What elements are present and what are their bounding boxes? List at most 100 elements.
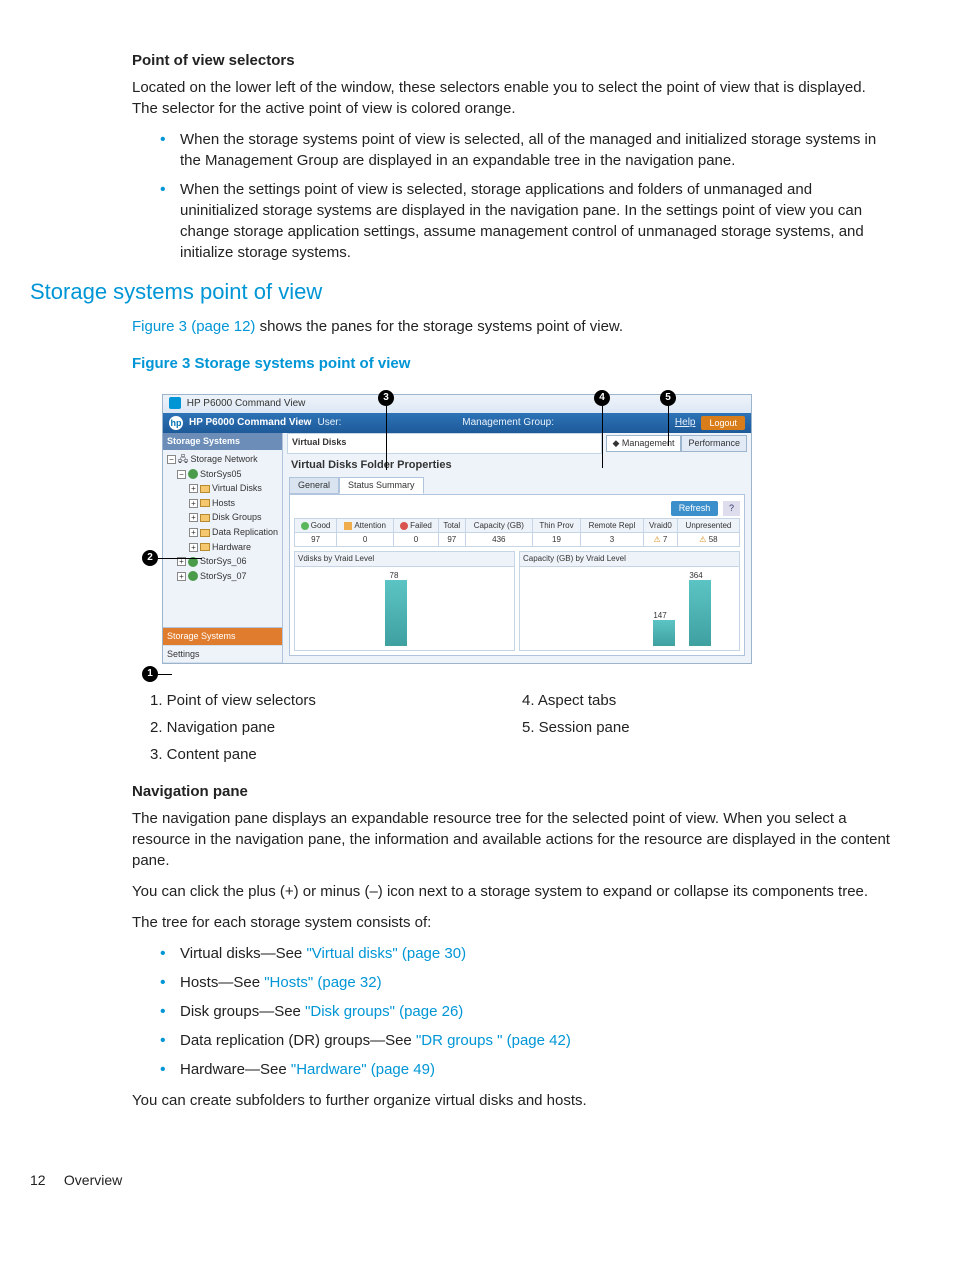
- th-vraid0: Vraid0: [643, 518, 677, 532]
- help-button[interactable]: ?: [723, 501, 740, 516]
- nav-bullet: Hardware—See "Hardware" (page 49): [160, 1059, 894, 1080]
- bar: [689, 580, 711, 646]
- status-table: Good Attention Failed Total Capacity (GB…: [294, 518, 740, 547]
- nav-bullet: Data replication (DR) groups—See "DR gro…: [160, 1030, 894, 1051]
- pov-bullet-list: When the storage systems point of view i…: [160, 129, 894, 263]
- th-failed: Failed: [394, 518, 439, 532]
- tree-item-dr[interactable]: +Data Replication: [163, 525, 282, 540]
- tree-item-vdisks[interactable]: +Virtual Disks: [163, 481, 282, 496]
- td: 3: [580, 533, 643, 547]
- td: 0: [394, 533, 439, 547]
- chart-capacity-by-vraid: Capacity (GB) by Vraid Level 364 147: [519, 551, 740, 651]
- legend-item: 2. Navigation pane: [150, 717, 522, 738]
- tab-general[interactable]: General: [289, 477, 339, 494]
- user-label: User:: [317, 416, 341, 430]
- link-figure3[interactable]: Figure 3 (page 12): [132, 318, 255, 335]
- tree-item-hardware[interactable]: +Hardware: [163, 540, 282, 555]
- th-remoterepl: Remote Repl: [580, 518, 643, 532]
- figure-wrapper: 3 4 5 2 1 HP P6000 Command View hp HP P6…: [132, 394, 752, 665]
- tree-system[interactable]: +StorSys_07: [163, 569, 282, 584]
- callout-2-icon: 2: [142, 550, 158, 566]
- tab-management[interactable]: ◆ Management: [606, 435, 682, 452]
- content-pane: Virtual Disks ◆ Management Performance V…: [283, 433, 751, 663]
- legend-item: 4. Aspect tabs: [522, 690, 894, 711]
- bar: [385, 580, 407, 646]
- td: 436: [465, 533, 532, 547]
- callout-line: [668, 406, 669, 446]
- th-total: Total: [438, 518, 465, 532]
- tab-performance[interactable]: Performance: [681, 435, 747, 452]
- link-disk-groups[interactable]: "Disk groups" (page 26): [305, 1003, 463, 1020]
- para-nav-3: The tree for each storage system consist…: [132, 912, 894, 933]
- navigation-pane: Storage Systems −🖧 Storage Network −Stor…: [163, 433, 283, 663]
- panel-title: Virtual Disks Folder Properties: [283, 454, 751, 477]
- tab-status-summary[interactable]: Status Summary: [339, 477, 424, 494]
- tree-item-diskgroups[interactable]: +Disk Groups: [163, 510, 282, 525]
- th-capacity: Capacity (GB): [465, 518, 532, 532]
- td: ⚠ 58: [677, 533, 739, 547]
- td: 19: [533, 533, 581, 547]
- section-title-storage-systems: Storage systems point of view: [30, 277, 894, 308]
- chart-vdisks-by-vraid: Vdisks by Vraid Level 78: [294, 551, 515, 651]
- link-hardware[interactable]: "Hardware" (page 49): [291, 1061, 435, 1078]
- tree-item-hosts[interactable]: +Hosts: [163, 496, 282, 511]
- tree-system[interactable]: −StorSys05: [163, 467, 282, 482]
- callout-line: [158, 558, 202, 559]
- th-good: Good: [295, 518, 337, 532]
- th-unpresented: Unpresented: [677, 518, 739, 532]
- td: ⚠ 7: [643, 533, 677, 547]
- heading-pov-selectors: Point of view selectors: [132, 50, 894, 71]
- nav-bullet-list: Virtual disks—See "Virtual disks" (page …: [160, 943, 894, 1080]
- para-nav-1: The navigation pane displays an expandab…: [132, 808, 894, 871]
- callout-line: [602, 406, 603, 468]
- pov-settings[interactable]: Settings: [163, 646, 282, 664]
- heading-navigation-pane: Navigation pane: [132, 781, 894, 802]
- para-nav-2: You can click the plus (+) or minus (–) …: [132, 881, 894, 902]
- screenshot: HP P6000 Command View hp HP P6000 Comman…: [162, 394, 752, 665]
- hp-logo-icon: hp: [169, 416, 183, 430]
- th-thinprov: Thin Prov: [533, 518, 581, 532]
- td: 0: [337, 533, 394, 547]
- tab-panel: Refresh ? Good Attention Failed Total Ca…: [289, 494, 745, 656]
- callout-line: [158, 674, 172, 675]
- bar: [653, 620, 675, 646]
- nav-bullet: Virtual disks—See "Virtual disks" (page …: [160, 943, 894, 964]
- nav-bullet: Disk groups—See "Disk groups" (page 26): [160, 1001, 894, 1022]
- callout-line: [386, 406, 387, 470]
- chart-title: Vdisks by Vraid Level: [295, 552, 514, 566]
- link-virtual-disks[interactable]: "Virtual disks" (page 30): [306, 945, 466, 962]
- pov-storage-systems[interactable]: Storage Systems: [163, 628, 282, 646]
- legend-item: 5. Session pane: [522, 717, 894, 738]
- para-nav-4: You can create subfolders to further org…: [132, 1090, 894, 1111]
- para-pov-intro: Located on the lower left of the window,…: [132, 77, 894, 119]
- para-section-intro: Figure 3 (page 12) shows the panes for t…: [132, 316, 894, 337]
- chart-title: Capacity (GB) by Vraid Level: [520, 552, 739, 566]
- help-link[interactable]: Help: [675, 416, 696, 430]
- logout-button[interactable]: Logout: [701, 416, 745, 431]
- page-footer: 12 Overview: [60, 1171, 894, 1191]
- app-title: HP P6000 Command View: [189, 416, 311, 430]
- refresh-button[interactable]: Refresh: [671, 501, 719, 516]
- figure-caption: Figure 3 Storage systems point of view: [132, 353, 894, 374]
- figure-legend: 1. Point of view selectors 2. Navigation…: [150, 684, 894, 771]
- window-title: HP P6000 Command View: [187, 398, 306, 409]
- page-number: 12: [30, 1171, 60, 1191]
- footer-section: Overview: [64, 1172, 122, 1188]
- th-attention: Attention: [337, 518, 394, 532]
- nav-header: Storage Systems: [163, 433, 282, 450]
- callout-4-icon: 4: [594, 390, 610, 406]
- session-bar: hp HP P6000 Command View User: Managemen…: [163, 413, 751, 434]
- mgmt-group-label: Management Group:: [462, 416, 554, 430]
- tree-root[interactable]: −🖧 Storage Network: [163, 452, 282, 467]
- text: shows the panes for the storage systems …: [255, 318, 623, 335]
- link-hosts[interactable]: "Hosts" (page 32): [264, 974, 381, 991]
- pov-bullet: When the settings point of view is selec…: [160, 179, 894, 263]
- link-dr-groups[interactable]: "DR groups " (page 42): [416, 1032, 571, 1049]
- callout-3-icon: 3: [378, 390, 394, 406]
- callout-1-icon: 1: [142, 666, 158, 682]
- sub-tabs: General Status Summary: [289, 477, 745, 494]
- breadcrumb: Virtual Disks: [287, 433, 602, 454]
- tree-system[interactable]: +StorSys_06: [163, 554, 282, 569]
- td: 97: [295, 533, 337, 547]
- nav-bullet: Hosts—See "Hosts" (page 32): [160, 972, 894, 993]
